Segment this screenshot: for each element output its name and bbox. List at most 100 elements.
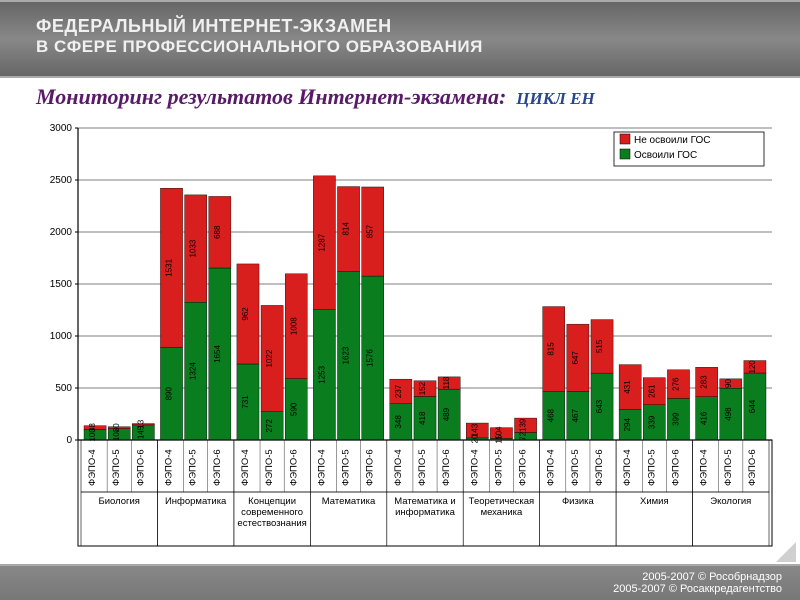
svg-text:118: 118	[442, 376, 451, 389]
svg-text:ФЭПО-4: ФЭПО-4	[240, 449, 251, 486]
svg-text:ФЭПО-6: ФЭПО-6	[670, 449, 681, 486]
svg-text:3000: 3000	[50, 124, 73, 134]
svg-text:857: 857	[366, 224, 375, 238]
svg-text:418: 418	[418, 411, 427, 425]
svg-text:431: 431	[623, 380, 632, 394]
svg-text:1324: 1324	[189, 362, 198, 380]
svg-text:ФЭПО-4: ФЭПО-4	[87, 449, 98, 486]
svg-text:1623: 1623	[342, 346, 351, 364]
svg-text:339: 339	[647, 415, 656, 429]
svg-text:ФЭПО-5: ФЭПО-5	[341, 449, 352, 486]
svg-text:ФЭПО-6: ФЭПО-6	[747, 449, 758, 486]
svg-text:890: 890	[165, 387, 174, 401]
svg-text:ФЭПО-6: ФЭПО-6	[518, 449, 529, 486]
svg-text:1033: 1033	[189, 239, 198, 257]
svg-text:1253: 1253	[317, 365, 326, 383]
svg-text:информатика: информатика	[395, 507, 456, 518]
svg-text:ФЭПО-6: ФЭПО-6	[288, 449, 299, 486]
svg-text:90: 90	[724, 379, 733, 388]
svg-text:Освоили ГОС: Освоили ГОС	[634, 150, 697, 161]
header-line-2: В СФЕРЕ ПРОФЕССИОНАЛЬНОГО ОБРАЗОВАНИЯ	[36, 37, 800, 57]
svg-text:13: 13	[136, 419, 145, 428]
svg-text:815: 815	[547, 342, 556, 356]
svg-text:ФЭПО-6: ФЭПО-6	[365, 449, 376, 486]
svg-text:688: 688	[213, 225, 222, 239]
svg-text:647: 647	[571, 351, 580, 365]
svg-text:Биология: Биология	[98, 496, 139, 507]
svg-text:ФЭПО-4: ФЭПО-4	[469, 449, 480, 486]
svg-text:Физика: Физика	[562, 496, 595, 507]
svg-text:ФЭПО-4: ФЭПО-4	[393, 449, 404, 486]
svg-text:ФЭПО-4: ФЭПО-4	[316, 449, 327, 486]
svg-text:2500: 2500	[50, 175, 73, 186]
svg-text:731: 731	[241, 395, 250, 409]
svg-text:1008: 1008	[289, 317, 298, 335]
svg-text:ФЭПО-5: ФЭПО-5	[493, 449, 504, 486]
svg-text:0: 0	[66, 435, 72, 446]
svg-text:498: 498	[724, 407, 733, 421]
svg-text:ФЭПО-4: ФЭПО-4	[699, 449, 710, 486]
svg-text:Математика и: Математика и	[394, 496, 455, 507]
svg-text:ФЭПО-5: ФЭПО-5	[111, 449, 122, 486]
svg-text:644: 644	[748, 399, 757, 413]
svg-text:1500: 1500	[50, 279, 73, 290]
svg-text:1654: 1654	[213, 345, 222, 363]
svg-text:ФЭПО-5: ФЭПО-5	[646, 449, 657, 486]
svg-text:1531: 1531	[165, 258, 174, 276]
svg-text:104: 104	[494, 426, 503, 440]
header-band: ФЕДЕРАЛЬНЫЙ ИНТЕРНЕТ-ЭКЗАМЕН В СФЕРЕ ПРО…	[0, 0, 800, 78]
svg-text:естествознания: естествознания	[237, 518, 306, 529]
svg-text:489: 489	[442, 407, 451, 421]
svg-text:2000: 2000	[50, 227, 73, 238]
stacked-bar-chart: 05001000150020002500300010038ФЭПО-410820…	[36, 124, 776, 554]
svg-text:348: 348	[394, 415, 403, 429]
svg-text:ФЭПО-6: ФЭПО-6	[212, 449, 223, 486]
svg-text:276: 276	[671, 377, 680, 391]
svg-text:500: 500	[55, 383, 72, 394]
chart-title-sub: ЦИКЛ ЕН	[510, 89, 594, 108]
svg-text:ФЭПО-5: ФЭПО-5	[188, 449, 199, 486]
svg-text:Не освоили ГОС: Не освоили ГОС	[634, 135, 711, 146]
svg-text:468: 468	[547, 408, 556, 422]
svg-text:515: 515	[595, 339, 604, 353]
svg-text:814: 814	[342, 222, 351, 236]
svg-text:ФЭПО-4: ФЭПО-4	[546, 449, 557, 486]
svg-text:Химия: Химия	[640, 496, 669, 507]
svg-text:Информатика: Информатика	[165, 496, 227, 507]
footer-line-2: 2005-2007 © Росаккредагентство	[613, 583, 782, 595]
svg-text:1000: 1000	[50, 331, 73, 342]
svg-text:Математика: Математика	[322, 496, 376, 507]
svg-text:237: 237	[394, 384, 403, 398]
svg-text:272: 272	[265, 419, 274, 433]
footer-band: 2005-2007 © Рособрнадзор 2005-2007 © Рос…	[0, 564, 800, 600]
svg-text:20: 20	[112, 423, 121, 432]
svg-text:ФЭПО-4: ФЭПО-4	[622, 449, 633, 486]
svg-text:ФЭПО-6: ФЭПО-6	[594, 449, 605, 486]
svg-text:590: 590	[289, 402, 298, 416]
svg-text:современного: современного	[241, 507, 303, 518]
svg-text:643: 643	[595, 399, 604, 413]
chart-area: 05001000150020002500300010038ФЭПО-410820…	[36, 124, 776, 554]
svg-text:ФЭПО-5: ФЭПО-5	[417, 449, 428, 486]
svg-text:139: 139	[519, 418, 528, 432]
svg-text:ФЭПО-5: ФЭПО-5	[264, 449, 275, 486]
header-line-1: ФЕДЕРАЛЬНЫЙ ИНТЕРНЕТ-ЭКЗАМЕН	[36, 16, 800, 37]
svg-text:Теоретическая: Теоретическая	[469, 496, 535, 507]
svg-text:467: 467	[571, 408, 580, 422]
svg-text:399: 399	[671, 412, 680, 426]
chart-title-row: Мониторинг результатов Интернет-экзамена…	[0, 78, 800, 110]
svg-text:38: 38	[88, 423, 97, 432]
svg-text:152: 152	[418, 381, 427, 395]
svg-text:ФЭПО-5: ФЭПО-5	[570, 449, 581, 486]
svg-text:Экология: Экология	[710, 496, 751, 507]
svg-text:Концепции: Концепции	[248, 496, 296, 507]
svg-text:143: 143	[470, 423, 479, 437]
svg-text:ФЭПО-5: ФЭПО-5	[723, 449, 734, 486]
chart-title-main: Мониторинг результатов Интернет-экзамена…	[36, 84, 506, 109]
svg-text:120: 120	[748, 360, 757, 374]
svg-text:ФЭПО-6: ФЭПО-6	[441, 449, 452, 486]
svg-text:1022: 1022	[265, 349, 274, 367]
svg-text:261: 261	[647, 384, 656, 398]
svg-text:1576: 1576	[366, 349, 375, 367]
svg-text:294: 294	[623, 417, 632, 431]
